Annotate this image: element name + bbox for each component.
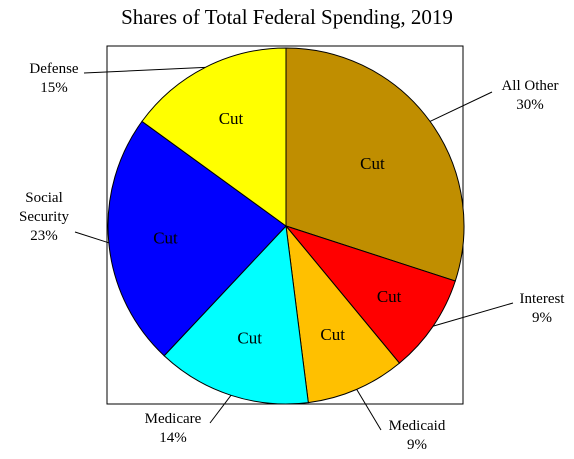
pie-slice-medicare (163, 224, 309, 405)
pie-slices (107, 47, 465, 405)
callout-leader-all-other (429, 91, 493, 122)
callout-leader-medicaid (356, 389, 382, 431)
callout-leader-interest (433, 302, 514, 327)
callout-label-all-other: All Other 30% (501, 78, 558, 113)
slice-inner-label-defense: Cut (219, 109, 244, 128)
chart-title: Shares of Total Federal Spending, 2019 (121, 5, 453, 29)
slice-inner-label-all-other: Cut (360, 154, 385, 173)
slice-inner-label-interest: Cut (377, 287, 402, 306)
pie-slice-medicaid (285, 224, 401, 404)
slice-inner-label-medicaid: Cut (320, 325, 345, 344)
callout-label-social-security: Social Security 23% (19, 190, 69, 244)
callout-leader-medicare (209, 394, 232, 424)
callout-leader-social-security (74, 231, 109, 244)
pie-slice-labels: Cut Cut Cut Cut Cut Cut (153, 109, 401, 348)
callout-label-interest: Interest 9% (520, 291, 566, 326)
slice-inner-label-medicare: Cut (237, 329, 262, 348)
callout-leader-defense (83, 66, 206, 74)
callout-label-medicare: Medicare 14% (145, 411, 202, 446)
pie-slice-all-other (285, 47, 465, 282)
callout-label-defense: Defense 15% (29, 61, 78, 96)
slice-inner-label-social-security: Cut (153, 228, 178, 247)
callout-label-medicaid: Medicaid 9% (389, 418, 446, 453)
pie-callouts: All Other 30% Interest 9% Medicaid 9% Medicare… (19, 61, 565, 453)
